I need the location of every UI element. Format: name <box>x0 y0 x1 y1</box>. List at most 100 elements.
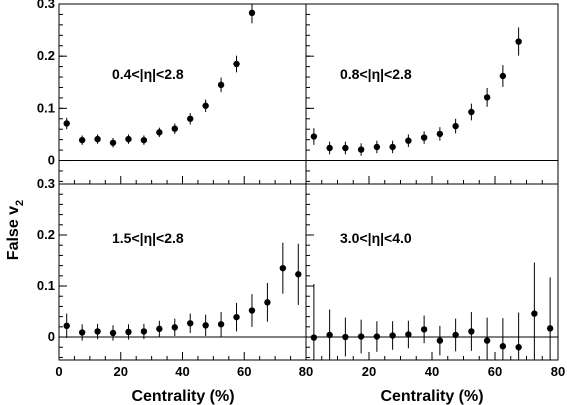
y-tick-label: 0.1 <box>37 100 55 115</box>
data-point <box>187 116 193 122</box>
y-tick-label: 0.3 <box>37 0 55 11</box>
data-point <box>405 137 411 143</box>
y-tick-label: 0.1 <box>37 278 55 293</box>
data-point <box>405 331 411 337</box>
data-point <box>110 140 116 146</box>
data-point <box>249 307 255 313</box>
y-tick-label: 0 <box>48 153 55 168</box>
data-point <box>358 146 364 152</box>
x-tick-label: 40 <box>175 364 189 379</box>
data-point <box>64 323 70 329</box>
data-point <box>202 322 208 328</box>
label-part: 3.0<| <box>340 230 372 246</box>
y-axis-title-main: False v <box>5 206 22 260</box>
data-point <box>156 326 162 332</box>
panel-frame <box>306 4 558 184</box>
panel-label: 0.8<|η|<2.8 <box>340 66 412 82</box>
data-point <box>94 136 100 142</box>
data-point <box>437 337 443 343</box>
data-point <box>531 310 537 316</box>
data-point <box>64 120 70 126</box>
data-point <box>280 265 286 271</box>
data-point <box>515 38 521 44</box>
panel-label: 0.4<|η|<2.8 <box>112 66 184 82</box>
data-point <box>141 328 147 334</box>
data-point <box>342 145 348 151</box>
data-point <box>374 144 380 150</box>
label-part: 0.8<| <box>340 66 372 82</box>
panel-1: 0 0.1 0.2 0.3 0.4<|η|<2.8 <box>37 0 306 184</box>
data-point <box>515 344 521 350</box>
data-point <box>79 137 85 143</box>
x-tick-label: 60 <box>237 364 251 379</box>
y-axis-title: False v2 <box>5 200 26 260</box>
panel-label: 1.5<|η|<2.8 <box>112 230 184 246</box>
x-tick-label: 80 <box>551 364 565 379</box>
data-point <box>421 134 427 140</box>
y-tick-label: 0 <box>48 329 55 344</box>
panel-3: 0 0.1 0.2 0.3 0 20 40 60 80 1.5<|η|<2.8 <box>37 176 313 379</box>
label-part: 1.5<| <box>112 230 144 246</box>
data-point <box>342 334 348 340</box>
y-tick-label: 0.2 <box>37 48 55 63</box>
data-point <box>202 103 208 109</box>
data-point <box>264 299 270 305</box>
data-point <box>233 61 239 67</box>
data-point <box>172 125 178 131</box>
data-point <box>468 328 474 334</box>
data-point <box>156 129 162 135</box>
data-point <box>141 137 147 143</box>
panel-2: 0.8<|η|<2.8 <box>306 4 558 184</box>
y-tick-label: 0.3 <box>37 176 55 191</box>
data-point <box>452 332 458 338</box>
data-point <box>311 133 317 139</box>
data-point <box>125 136 131 142</box>
data-point <box>500 73 506 79</box>
data-point <box>468 109 474 115</box>
eta-symbol: η <box>372 66 381 82</box>
panel-4: 20 40 60 80 3.0<|η|<4.0 <box>306 184 565 391</box>
data-point <box>172 324 178 330</box>
data-point <box>110 330 116 336</box>
panel-frame <box>306 184 558 360</box>
x-tick-label: 60 <box>488 364 502 379</box>
panel-frame <box>59 4 306 184</box>
x-tick-label: 80 <box>299 364 313 379</box>
x-tick-label: 0 <box>55 364 62 379</box>
x-axis-title-right: Centrality (%) <box>380 388 483 405</box>
y-tick-label: 0.2 <box>37 227 55 242</box>
eta-symbol: η <box>144 230 153 246</box>
data-point <box>500 343 506 349</box>
panels-layer: 00.10.20.30.4<|η|<2.8 0.8<|η|<2.800.10.20… <box>37 0 565 391</box>
data-series <box>64 243 302 341</box>
data-series <box>311 27 522 155</box>
data-point <box>547 325 553 331</box>
label-part: |<2.8 <box>152 66 184 82</box>
data-point <box>437 131 443 137</box>
x-tick-label: 20 <box>362 364 376 379</box>
data-point <box>295 271 301 277</box>
data-point <box>484 337 490 343</box>
data-point <box>94 328 100 334</box>
data-point <box>374 333 380 339</box>
label-part: 0.4<| <box>112 66 144 82</box>
eta-symbol: η <box>144 66 153 82</box>
panel-label: 3.0<|η|<4.0 <box>340 230 412 246</box>
data-point <box>389 332 395 338</box>
label-part: |<2.8 <box>380 66 412 82</box>
y-axis-title-subscript: 2 <box>14 200 26 206</box>
data-point <box>389 144 395 150</box>
data-point <box>452 123 458 129</box>
data-point <box>187 320 193 326</box>
data-point <box>326 145 332 151</box>
eta-symbol: η <box>372 230 381 246</box>
x-axis-title-left: Centrality (%) <box>131 388 234 405</box>
data-point <box>358 333 364 339</box>
data-point <box>249 10 255 16</box>
data-point <box>484 94 490 100</box>
label-part: |<2.8 <box>152 230 184 246</box>
data-point <box>125 329 131 335</box>
data-point <box>311 334 317 340</box>
data-point <box>218 321 224 327</box>
